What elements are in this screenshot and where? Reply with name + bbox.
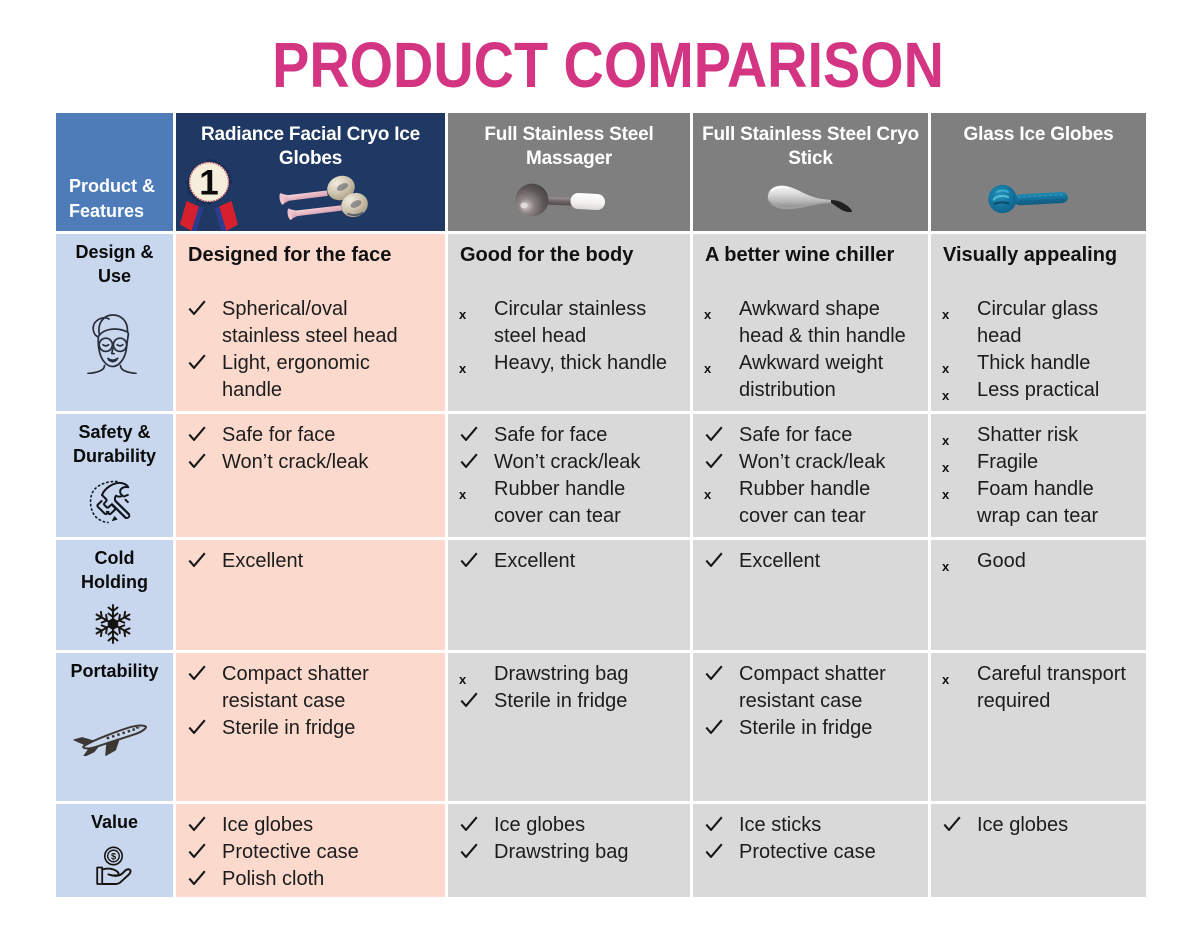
svg-text:$: $ xyxy=(111,851,116,861)
svg-text:1: 1 xyxy=(199,164,218,203)
